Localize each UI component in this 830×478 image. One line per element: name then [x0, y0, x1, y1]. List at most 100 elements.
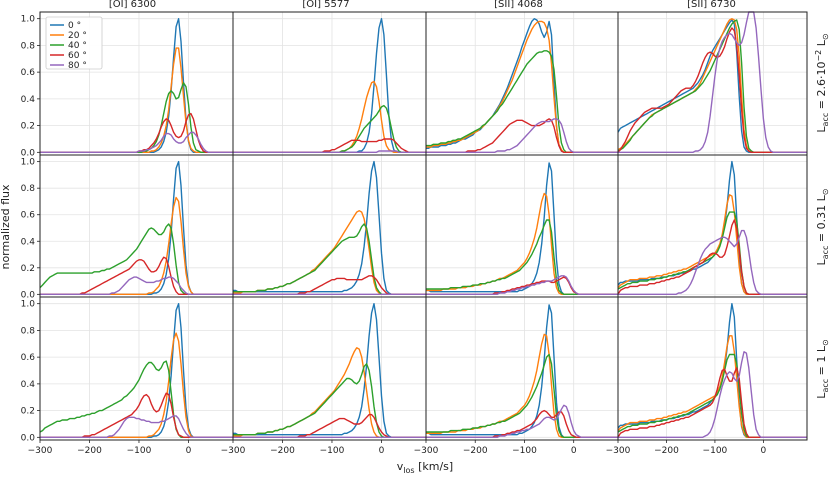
- series-line-4: [618, 351, 807, 438]
- panel-r0-c3: [617, 11, 808, 156]
- series-line-1: [426, 333, 618, 438]
- x-tick-label-1: −200: [270, 446, 295, 456]
- x-tick-label-2: −100: [127, 446, 152, 456]
- row-label-1: Lacc = 0.31 L⊙: [815, 189, 830, 266]
- series-line-0: [233, 18, 426, 154]
- series-line-4: [618, 11, 807, 154]
- y-tick-label-4: 0.8: [21, 184, 36, 194]
- series-line-3: [426, 118, 618, 154]
- series-line-0: [233, 160, 426, 295]
- row-label-1-sub: acc: [821, 246, 830, 260]
- series-line-2: [39, 223, 233, 295]
- x-tick-label-0: −300: [606, 446, 631, 456]
- row-label-1-unitsub: ⊙: [821, 189, 830, 196]
- x-tick-label-0: −300: [221, 446, 246, 456]
- panel-r0-c2: [425, 11, 619, 156]
- x-tick-label-1: −200: [654, 446, 679, 456]
- row-label-0-unit: L: [815, 39, 828, 49]
- column-title-sii-6730: [SII] 6730: [687, 0, 736, 10]
- row-label-2-mid: = 1: [815, 356, 828, 379]
- panel-frame: [617, 154, 808, 298]
- legend-label-3: 60 °: [68, 51, 87, 61]
- y-tick-label-2: 0.4: [21, 380, 36, 390]
- series-line-4: [426, 118, 618, 154]
- row-label-2-unit: L: [815, 345, 828, 355]
- column-title-oi-6300: [OI] 6300: [109, 0, 156, 10]
- column-title-sii-4068: [SII] 4068: [494, 0, 543, 10]
- series-line-3: [40, 112, 233, 154]
- series-line-1: [426, 20, 618, 154]
- x-tick-label-2: −100: [512, 446, 537, 456]
- panel-grid: 0.00.20.40.60.81.00.00.20.40.60.81.00.00…: [21, 11, 808, 456]
- series-line-2: [426, 353, 618, 438]
- series-line-0: [233, 303, 426, 438]
- y-tick-label-4: 0.8: [21, 41, 36, 51]
- x-axis-label-base: v: [397, 460, 404, 473]
- series-line-0: [426, 304, 618, 438]
- panel-r2-c1: −300 −200 −100 0: [221, 296, 427, 456]
- y-tick-label-3: 0.6: [21, 68, 36, 78]
- panel-frame: [425, 296, 619, 441]
- series-line-2: [233, 363, 426, 438]
- y-tick-label-1: 0.2: [21, 122, 35, 132]
- x-tick-label-0: −300: [414, 446, 439, 456]
- x-tick-label-3: 0: [761, 446, 767, 456]
- series-line-3: [617, 27, 807, 154]
- panel-frame: [232, 296, 427, 441]
- x-tick-label-1: −200: [463, 446, 488, 456]
- panel-r1-c2: [425, 154, 619, 298]
- series-line-2: [40, 82, 233, 154]
- series-line-3: [40, 256, 233, 295]
- y-tick-label-3: 0.6: [21, 353, 36, 363]
- series-line-4: [233, 150, 426, 154]
- row-label-0-mid: = 2.6·10: [815, 62, 828, 113]
- legend-label-0: 0 °: [68, 21, 81, 31]
- y-tick-label-0: 0.0: [21, 433, 36, 443]
- series-line-0: [617, 19, 807, 154]
- x-tick-label-3: 0: [379, 446, 385, 456]
- panel-frame: [425, 154, 619, 298]
- y-tick-label-2: 0.4: [21, 237, 36, 247]
- panel-r2-c3: −300 −200 −100 0: [606, 296, 808, 456]
- x-axis-label-rest: [km/s]: [415, 460, 454, 473]
- row-label-2-unitsub: ⊙: [821, 339, 830, 346]
- y-tick-label-0: 0.0: [21, 290, 36, 300]
- y-tick-label-0: 0.0: [21, 148, 36, 158]
- series-line-2: [426, 219, 618, 295]
- panel-frame: [617, 296, 808, 441]
- x-tick-label-3: 0: [571, 446, 577, 456]
- row-label-0-base: L: [815, 126, 828, 133]
- row-label-2-base: L: [815, 392, 828, 399]
- row-label-2: Lacc = 1 L⊙: [815, 339, 830, 398]
- panel-r1-c1: [232, 154, 431, 298]
- x-tick-label-0: −300: [28, 446, 53, 456]
- series-line-1: [233, 80, 426, 154]
- series-line-3: [233, 138, 426, 154]
- series-line-4: [426, 275, 618, 295]
- x-axis-label-sub: los: [403, 466, 414, 475]
- series-line-4: [618, 229, 807, 295]
- x-tick-label-2: −100: [320, 446, 345, 456]
- panel-r1-c0: 0.0 0.2 0.4 0.6 0.8 1.0: [21, 154, 234, 300]
- row-label-1-mid: = 0.31: [815, 205, 828, 246]
- row-label-1-base: L: [815, 258, 828, 265]
- series-line-4: [40, 415, 233, 438]
- row-label-2-sub: acc: [821, 379, 830, 393]
- legend-label-2: 40 °: [68, 41, 87, 51]
- y-axis-label: normalized flux: [0, 184, 12, 270]
- panel-r0-c1: [232, 11, 427, 156]
- series-line-1: [617, 18, 807, 154]
- y-tick-label-2: 0.4: [21, 95, 36, 105]
- row-label-0: Lacc = 2.6·10−2 L⊙: [814, 33, 830, 132]
- panel-r2-c0: 0.0 0.2 0.4 0.6 0.8 1.0 −300 −200 −100 0: [21, 296, 234, 456]
- panel-frame: [617, 11, 808, 156]
- y-tick-label-1: 0.2: [21, 407, 35, 417]
- series-line-4: [40, 131, 233, 154]
- y-tick-label-1: 0.2: [21, 264, 35, 274]
- panel-frame: [232, 11, 427, 156]
- series-line-2: [233, 223, 426, 295]
- series-line-1: [40, 196, 233, 295]
- series-line-2: [617, 19, 807, 154]
- series-line-2: [426, 50, 618, 154]
